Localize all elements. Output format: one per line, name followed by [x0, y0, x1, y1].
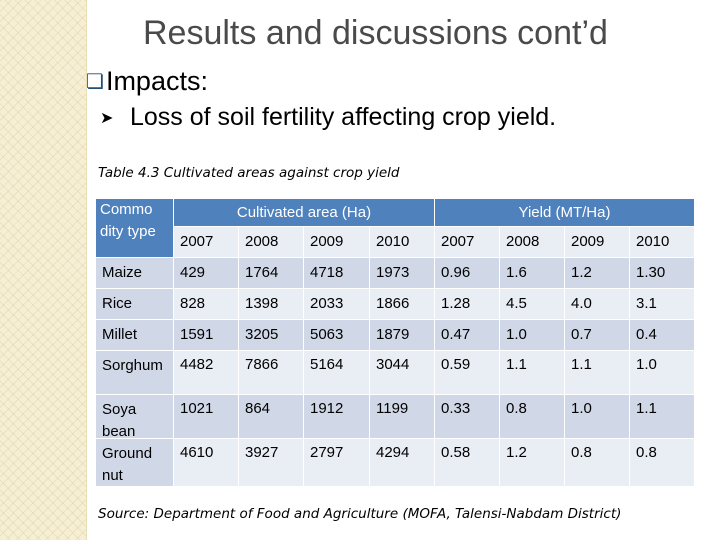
table-cell: 1866 — [370, 289, 434, 319]
table-cell: 3.1 — [630, 289, 694, 319]
table-cell: 0.8 — [565, 439, 629, 486]
year-header: 2007 — [435, 227, 499, 257]
year-header: 2007 — [174, 227, 238, 257]
bullet-impacts: ❏ Impacts: — [86, 66, 208, 97]
year-header: 2008 — [239, 227, 303, 257]
table-cell: 0.7 — [565, 320, 629, 350]
table-cell: 0.96 — [435, 258, 499, 288]
slide-title: Results and discussions cont’d — [143, 14, 608, 52]
table-cell: 0.58 — [435, 439, 499, 486]
table-cell: 4294 — [370, 439, 434, 486]
year-header: 2010 — [630, 227, 694, 257]
sidebar-edge — [86, 0, 87, 540]
table-cell: 7866 — [239, 351, 303, 394]
table-cell: 1912 — [304, 395, 369, 438]
table-cell: 0.33 — [435, 395, 499, 438]
table-cell: 1.28 — [435, 289, 499, 319]
source-note: Source: Department of Food and Agricultu… — [98, 506, 622, 522]
bullet-soil-fertility-text: Loss of soil fertility affecting crop yi… — [130, 103, 557, 131]
table-cell: 1.30 — [630, 258, 694, 288]
table-caption: Table 4.3 Cultivated areas against crop … — [98, 165, 400, 181]
commodity-name: Maize — [96, 258, 173, 288]
table-cell: 0.8 — [630, 439, 694, 486]
table-cell: 828 — [174, 289, 238, 319]
commodity-name: Rice — [96, 289, 173, 319]
table-cell: 4482 — [174, 351, 238, 394]
table-cell: 1.0 — [630, 351, 694, 394]
table-cell: 4.0 — [565, 289, 629, 319]
bullet-impacts-text: Impacts: — [105, 66, 208, 96]
table-cell: 1.2 — [500, 439, 564, 486]
table-cell: 1199 — [370, 395, 434, 438]
table-cell: 429 — [174, 258, 238, 288]
table-cell: 0.8 — [500, 395, 564, 438]
table-cell: 1021 — [174, 395, 238, 438]
table-cell: 1.1 — [500, 351, 564, 394]
table-cell: 0.47 — [435, 320, 499, 350]
table-cell: 4.5 — [500, 289, 564, 319]
table-cell: 1.2 — [565, 258, 629, 288]
square-bullet-icon: ❏ — [86, 71, 104, 93]
table-cell: 3044 — [370, 351, 434, 394]
arrow-bullet-icon: ➤ — [100, 109, 114, 127]
table-cell: 1.0 — [500, 320, 564, 350]
table-cell: 0.4 — [630, 320, 694, 350]
table-cell: 0.59 — [435, 351, 499, 394]
year-header: 2008 — [500, 227, 564, 257]
decorative-sidebar — [0, 0, 86, 540]
commodity-name: Ground nut — [96, 439, 173, 486]
table-cell: 4718 — [304, 258, 369, 288]
table-cell: 5063 — [304, 320, 369, 350]
header-yield-bar: Yield (MT/Ha) — [435, 199, 694, 226]
table-cell: 1973 — [370, 258, 434, 288]
year-header: 2010 — [370, 227, 434, 257]
year-header: 2009 — [304, 227, 369, 257]
table-cell: 1.1 — [565, 351, 629, 394]
year-header: 2009 — [565, 227, 629, 257]
commodity-name: Millet — [96, 320, 173, 350]
table-cell: 2033 — [304, 289, 369, 319]
table-cell: 864 — [239, 395, 303, 438]
table-cell: 1764 — [239, 258, 303, 288]
commodity-name: Soya bean — [96, 395, 173, 440]
header-commodity: Commo dity type — [96, 199, 173, 257]
commodity-name: Sorghum — [96, 351, 173, 394]
bullet-soil-fertility: ➤ Loss of soil fertility affecting crop … — [100, 103, 556, 132]
table-cell: 3205 — [239, 320, 303, 350]
table-cell: 5164 — [304, 351, 369, 394]
table-cell: 2797 — [304, 439, 369, 486]
table-cell: 1591 — [174, 320, 238, 350]
header-area-bar: Cultivated area (Ha) — [174, 199, 434, 226]
table-cell: 1.0 — [565, 395, 629, 438]
table-cell: 3927 — [239, 439, 303, 486]
table-cell: 1398 — [239, 289, 303, 319]
table-cell: 1.6 — [500, 258, 564, 288]
table-cell: 1879 — [370, 320, 434, 350]
table-cell: 4610 — [174, 439, 238, 486]
table-cell: 1.1 — [630, 395, 694, 438]
